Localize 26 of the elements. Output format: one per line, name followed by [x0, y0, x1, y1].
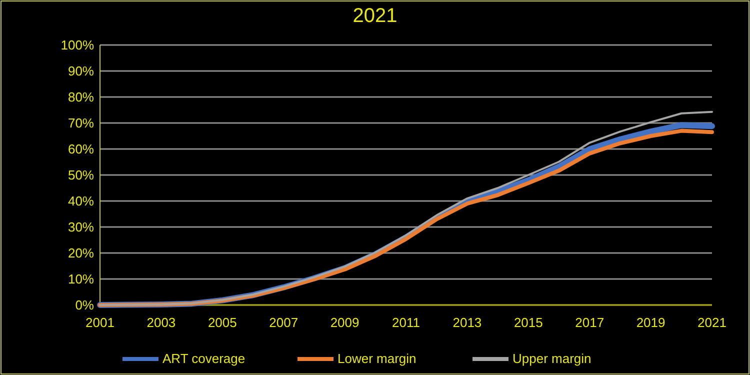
x-tick-label: 2021: [698, 315, 726, 330]
legend-label: ART coverage: [162, 351, 246, 366]
x-tick-label: 2011: [392, 315, 420, 330]
legend-label: Lower margin: [338, 351, 416, 366]
x-tick-label: 2015: [514, 315, 543, 330]
y-tick-label: 100%: [60, 38, 94, 53]
y-tick-label: 50%: [68, 168, 94, 183]
x-tick-label: 2019: [636, 315, 666, 330]
x-tick-label: 2005: [208, 315, 237, 330]
y-tick-label: 60%: [68, 142, 94, 157]
y-tick-label: 40%: [68, 194, 94, 209]
x-tick-label: 2001: [86, 315, 114, 330]
y-tick-label: 0%: [75, 298, 94, 313]
legend-label: Upper margin: [512, 351, 592, 366]
x-tick-label: 2007: [269, 315, 298, 330]
x-tick-label: 2009: [330, 315, 360, 330]
y-tick-label: 10%: [68, 272, 94, 287]
x-tick-label: 2017: [575, 315, 604, 330]
y-tick-label: 20%: [68, 246, 94, 261]
y-tick-label: 30%: [68, 220, 94, 235]
y-tick-label: 70%: [68, 116, 94, 131]
y-tick-label: 80%: [68, 90, 94, 105]
x-tick-label: 2013: [452, 315, 482, 330]
x-tick-label: 2003: [146, 315, 176, 330]
chart-title: 2021: [352, 5, 398, 27]
y-tick-label: 90%: [68, 64, 94, 79]
